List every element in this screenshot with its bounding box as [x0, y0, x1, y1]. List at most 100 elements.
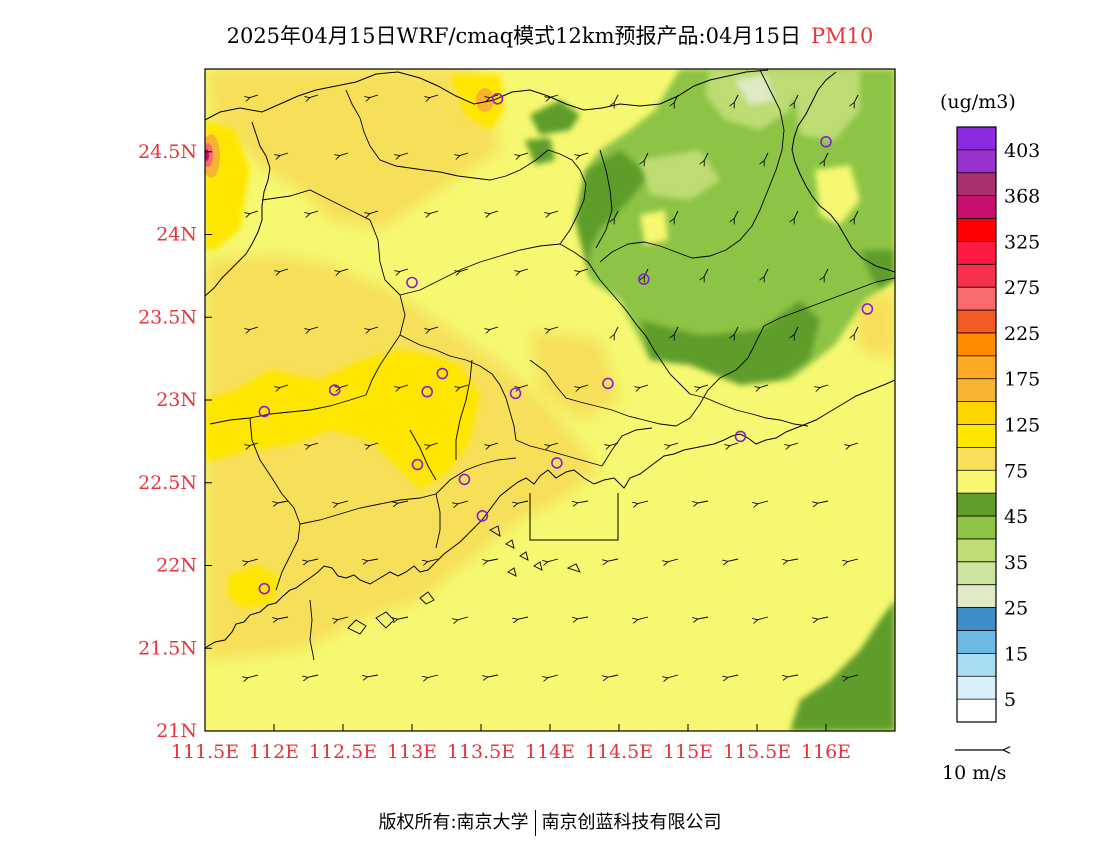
wind-arrow	[247, 674, 259, 678]
boundaries	[205, 69, 895, 661]
colorbar-label: 275	[1004, 277, 1040, 299]
wind-arrow	[854, 210, 859, 219]
wind-arrow	[614, 210, 619, 219]
station-marker	[458, 473, 471, 486]
wind-arrow	[577, 500, 589, 503]
pollutant-label: PM10	[811, 24, 874, 48]
wind-arrow	[697, 616, 709, 619]
wind-arrow	[547, 674, 559, 678]
lat-tick-label: 24.5N	[138, 141, 197, 163]
colorbar-swatch	[957, 195, 996, 219]
wind-arrow	[674, 94, 679, 103]
wind-arrow	[519, 268, 529, 272]
wind-arrow	[819, 384, 829, 388]
wind-arrow	[577, 616, 589, 619]
station-marker	[734, 430, 747, 443]
wind-arrow	[249, 442, 259, 446]
wind-arrow	[637, 616, 649, 620]
wind-arrow	[369, 94, 379, 98]
footer-right: 南京创蓝科技有限公司	[541, 812, 722, 833]
wind-arrow	[757, 616, 769, 620]
wind-arrow	[704, 152, 709, 161]
wind-arrow	[667, 674, 679, 678]
wind-arrow	[757, 500, 769, 504]
colorbar-swatch	[957, 378, 996, 402]
wind-arrow	[427, 558, 439, 562]
wind-arrow	[279, 384, 289, 388]
wind-arrow	[429, 94, 439, 98]
wind-arrow	[727, 558, 739, 561]
station-marker	[476, 510, 489, 522]
footer-left: 版权所有:南京大学	[378, 812, 529, 833]
lat-tick-label: 22.5N	[138, 472, 197, 494]
copyright-footer: 版权所有:南京大学 南京创蓝科技有限公司	[0, 808, 1100, 836]
wind-arrow	[614, 326, 619, 335]
wind-arrow	[369, 210, 379, 214]
wind-arrow	[817, 500, 829, 503]
wind-arrow	[639, 384, 649, 388]
lat-tick-label: 24N	[156, 224, 197, 246]
wind-arrow	[609, 442, 619, 446]
wind-vectors	[247, 94, 859, 678]
wind-arrow	[674, 326, 679, 335]
wind-arrow	[697, 500, 709, 503]
wind-arrow	[519, 384, 529, 388]
station-marker	[820, 136, 832, 148]
wind-arrow	[734, 94, 739, 103]
colorbar-swatch	[957, 447, 996, 471]
wind-arrow	[367, 674, 379, 677]
wind-arrow	[794, 326, 799, 335]
station-marker	[861, 303, 874, 315]
lon-tick-label: 113.5E	[447, 741, 515, 763]
wind-arrow	[849, 442, 859, 446]
wind-arrow	[249, 210, 259, 214]
wind-arrow	[579, 152, 589, 156]
wind-arrow	[367, 558, 379, 561]
lon-tick-label: 114.5E	[585, 741, 653, 763]
wind-arrow	[794, 210, 799, 219]
wind-arrow	[369, 442, 379, 446]
wind-arrow	[339, 268, 349, 272]
wind-arrow	[427, 674, 439, 678]
colorbar-label: 125	[1004, 415, 1040, 437]
station-marker	[638, 273, 650, 285]
city-borders	[209, 69, 895, 591]
wind-arrow	[549, 94, 559, 98]
colorbar-label: 175	[1004, 369, 1040, 391]
wind-arrow	[277, 616, 289, 619]
wind-arrow	[399, 152, 409, 156]
wind-arrow	[459, 268, 469, 272]
wind-arrow	[339, 152, 349, 156]
wind-arrow	[279, 152, 289, 156]
wind-arrow	[457, 500, 469, 504]
station-marker	[436, 367, 449, 380]
colorbar-label: 45	[1004, 506, 1028, 528]
wind-arrow	[337, 616, 349, 620]
colorbar-swatch	[957, 172, 996, 196]
wind-arrow	[307, 558, 319, 561]
wind-arrow	[549, 326, 559, 330]
wind-arrow	[279, 268, 289, 272]
wind-arrow	[817, 616, 829, 619]
wind-arrow	[549, 442, 559, 446]
station-marker	[602, 377, 614, 390]
wind-arrow	[669, 442, 679, 446]
colorbar-swatch	[957, 653, 996, 677]
colorbar-swatch	[957, 584, 996, 608]
wind-arrow	[457, 616, 469, 620]
wind-arrow	[309, 442, 319, 446]
colorbar-swatch	[957, 127, 996, 150]
lat-tick-label: 21.5N	[138, 637, 197, 659]
wind-arrow	[607, 674, 619, 677]
wind-arrow	[734, 326, 739, 335]
wind-arrow	[429, 442, 439, 446]
wind-arrow	[309, 326, 319, 330]
station-marker	[258, 582, 271, 595]
colorbar-swatch	[957, 149, 996, 173]
wind-arrow	[787, 558, 799, 561]
wind-arrow	[487, 558, 499, 561]
wind-arrow	[487, 674, 499, 677]
chart-title: 2025年04月15日WRF/cmaq模式12km预报产品:04月15日 PM10	[0, 20, 1100, 50]
wind-arrow	[399, 384, 409, 388]
